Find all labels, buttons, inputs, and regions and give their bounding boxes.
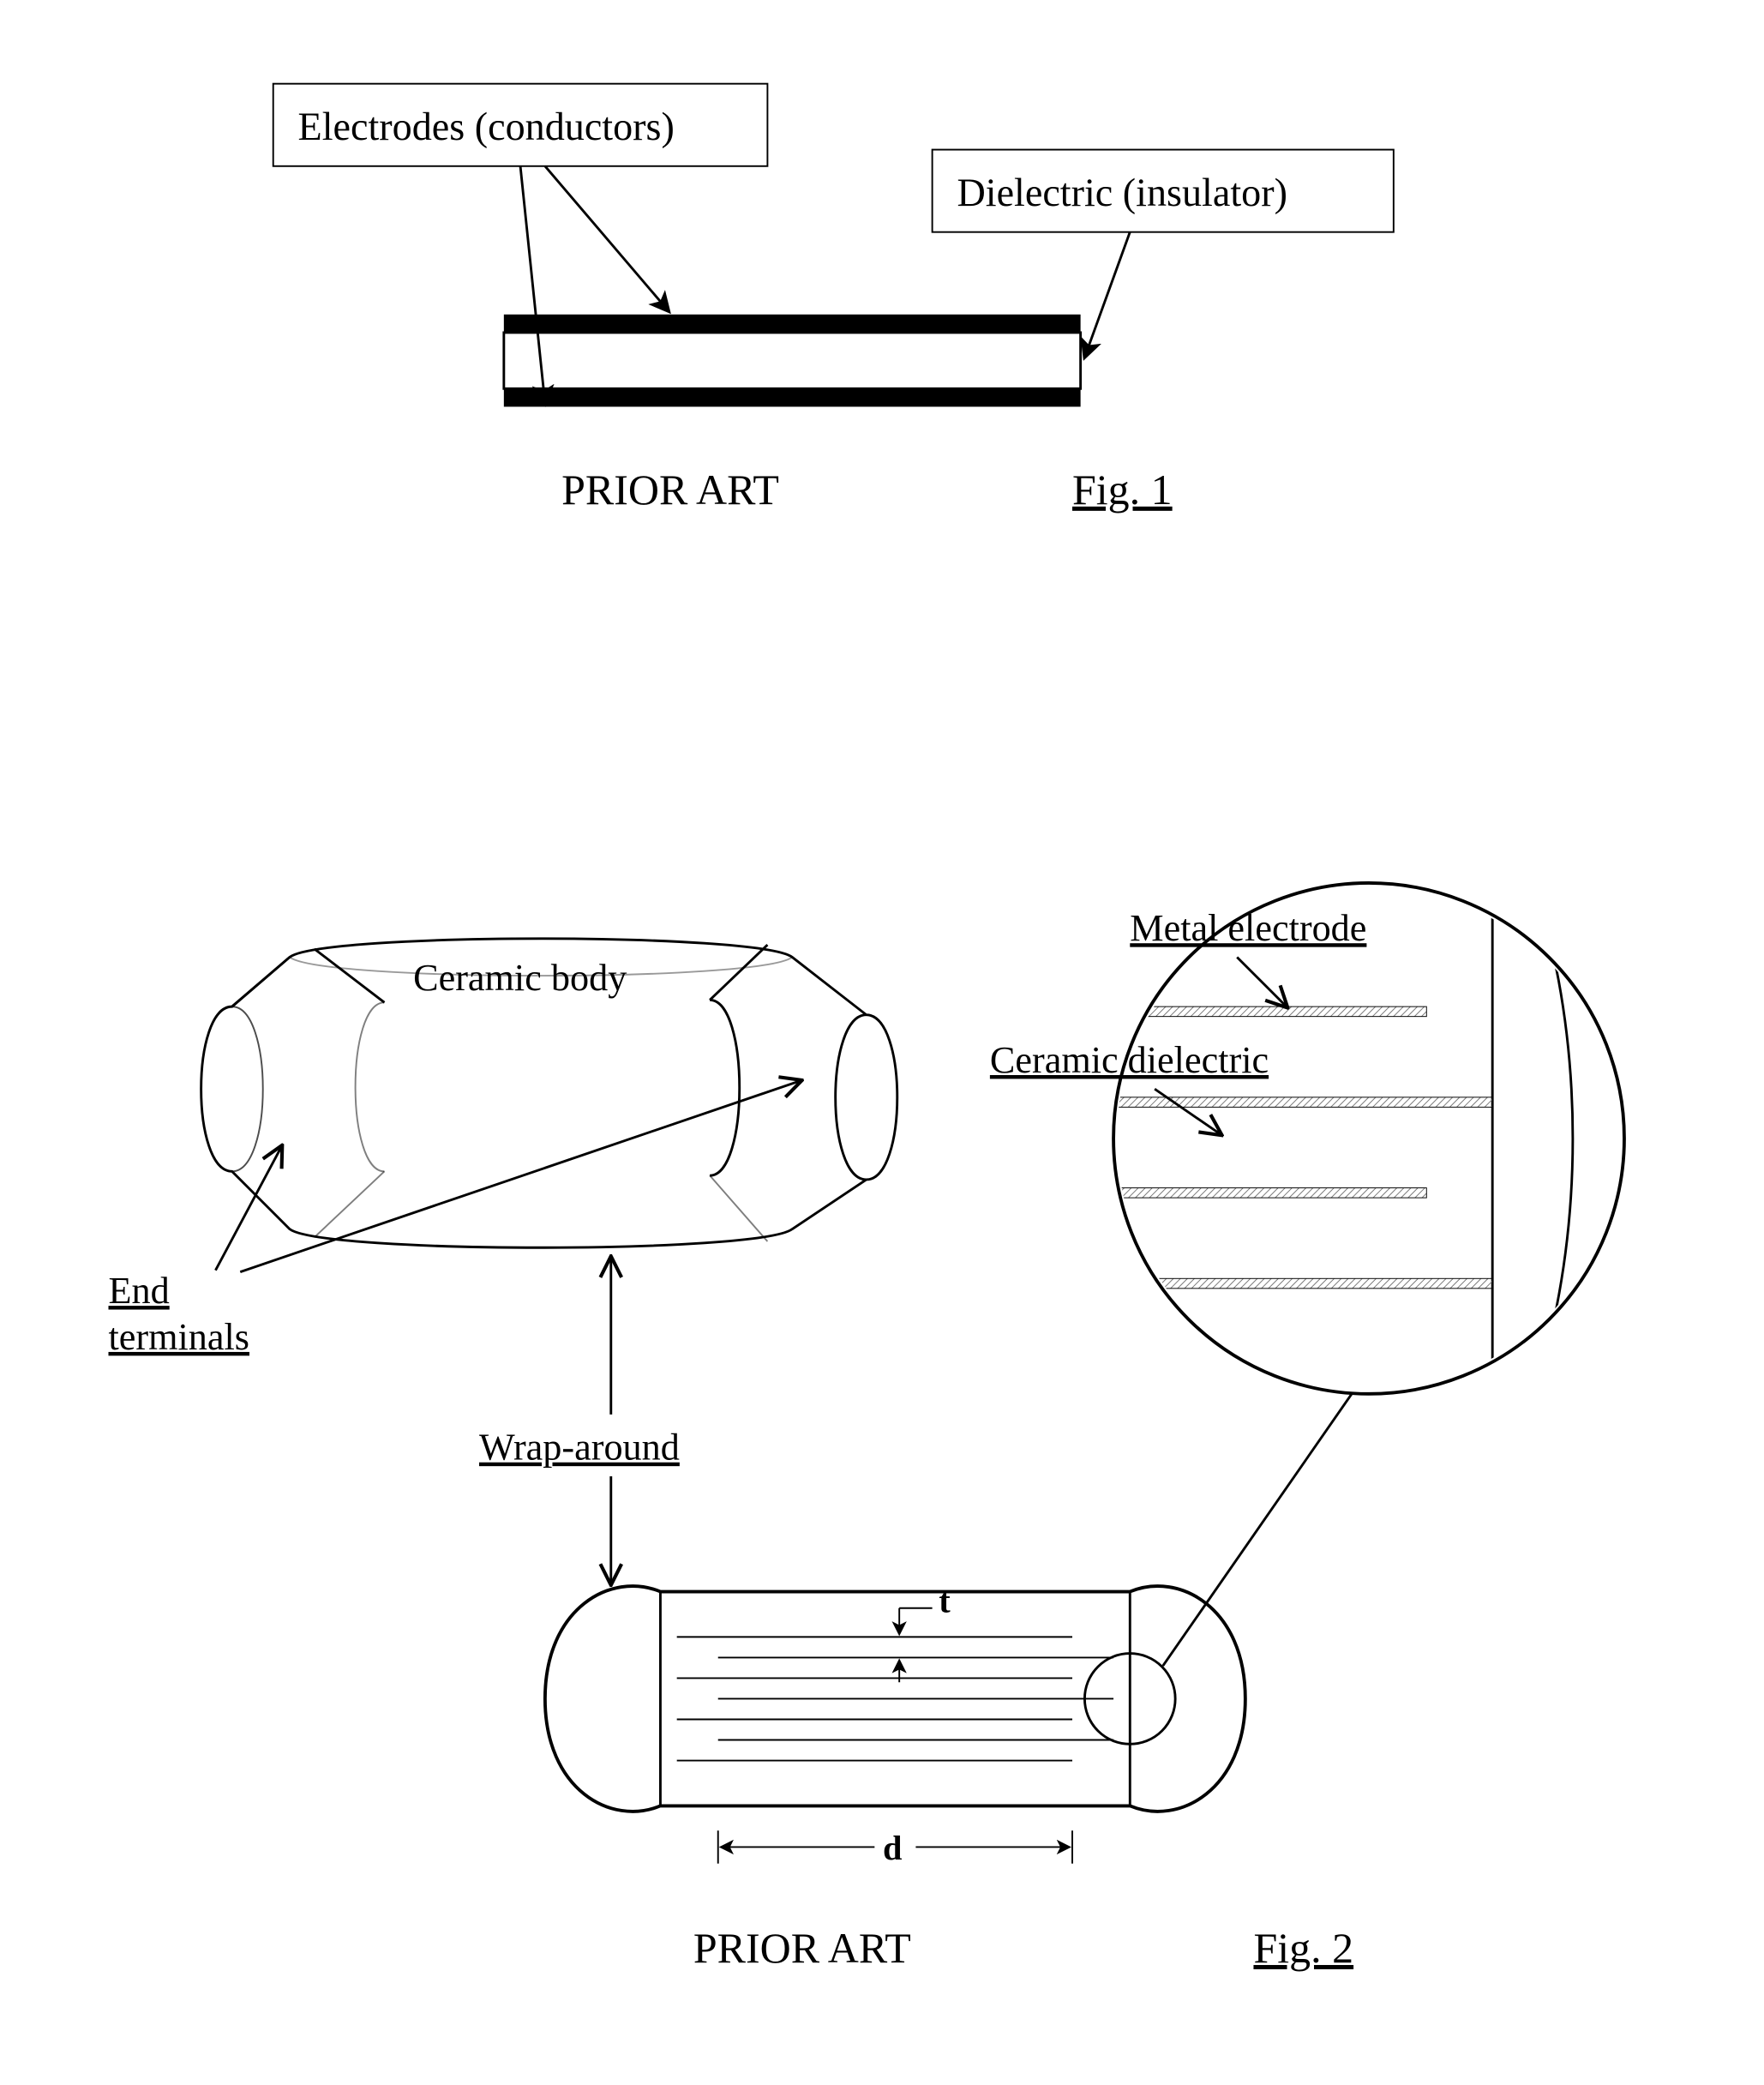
- dimension-d: d: [718, 1829, 1072, 1867]
- figure-2: Ceramic body End terminals Wrap-around: [109, 883, 1624, 1972]
- ceramic-body-label: Ceramic body: [413, 957, 627, 999]
- fig2-caption: Fig. 2: [1253, 1924, 1353, 1972]
- ceramic-dielectric-label: Ceramic dielectric: [990, 1039, 1269, 1081]
- fig1-caption-prior-art: PRIOR ART: [561, 466, 779, 514]
- ceramic-body-3d: Ceramic body: [201, 939, 897, 1247]
- arrow-dielectric: [1084, 232, 1130, 358]
- dielectric-label-box: Dielectric (insulator): [933, 150, 1394, 232]
- capacitor-cross-section: [504, 315, 1081, 407]
- fig1-caption: Fig. 1: [1072, 466, 1173, 514]
- d-label: d: [883, 1829, 902, 1867]
- figure-1: Electrodes (conductors) Dielectric (insu…: [273, 84, 1394, 514]
- wrap-around-label: Wrap-around: [479, 1427, 680, 1469]
- end-terminals-label-1: End: [109, 1270, 170, 1312]
- metal-electrode-label: Metal electrode: [1130, 907, 1366, 949]
- detail-leader: [1163, 1369, 1369, 1666]
- t-label: t: [939, 1582, 951, 1620]
- end-terminals-label-2: terminals: [109, 1316, 249, 1358]
- electrodes-label: Electrodes (conductors): [298, 105, 675, 148]
- arrow-electrodes-top: [545, 166, 669, 311]
- wrap-around-label-group: Wrap-around: [479, 1258, 680, 1583]
- fig2-caption-prior-art: PRIOR ART: [693, 1924, 911, 1972]
- electrodes-label-box: Electrodes (conductors): [273, 84, 768, 166]
- detail-circle: [1113, 883, 1624, 1394]
- dielectric-label: Dielectric (insulator): [957, 171, 1287, 214]
